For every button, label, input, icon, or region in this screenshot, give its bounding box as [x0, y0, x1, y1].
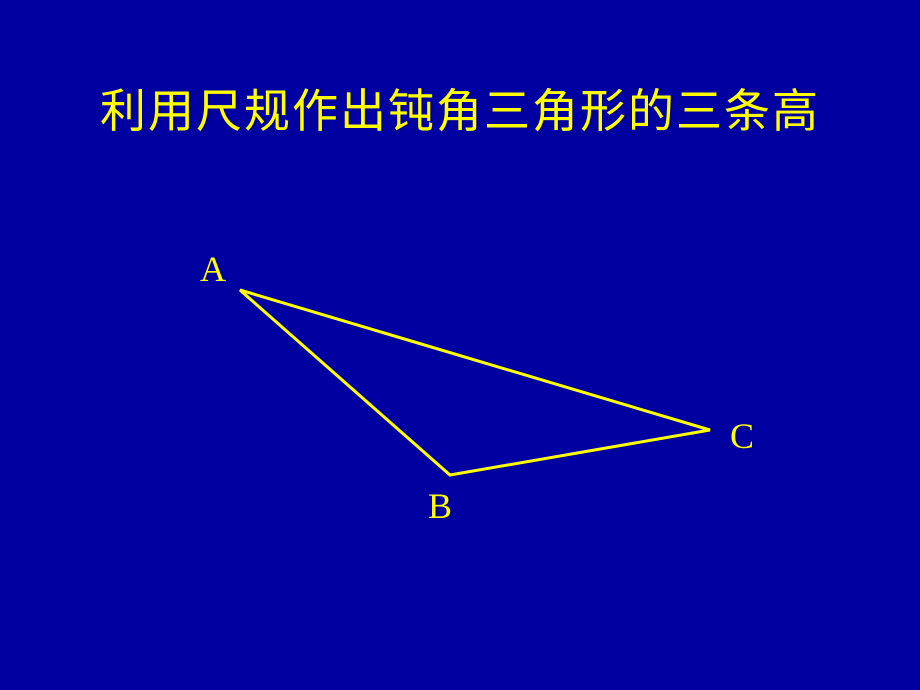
vertex-label-b: B [428, 485, 452, 527]
vertex-label-c: C [730, 415, 754, 457]
triangle-svg [0, 0, 920, 690]
triangle-diagram: A B C [0, 0, 920, 690]
vertex-label-a: A [200, 248, 226, 290]
triangle-shape [240, 290, 710, 475]
